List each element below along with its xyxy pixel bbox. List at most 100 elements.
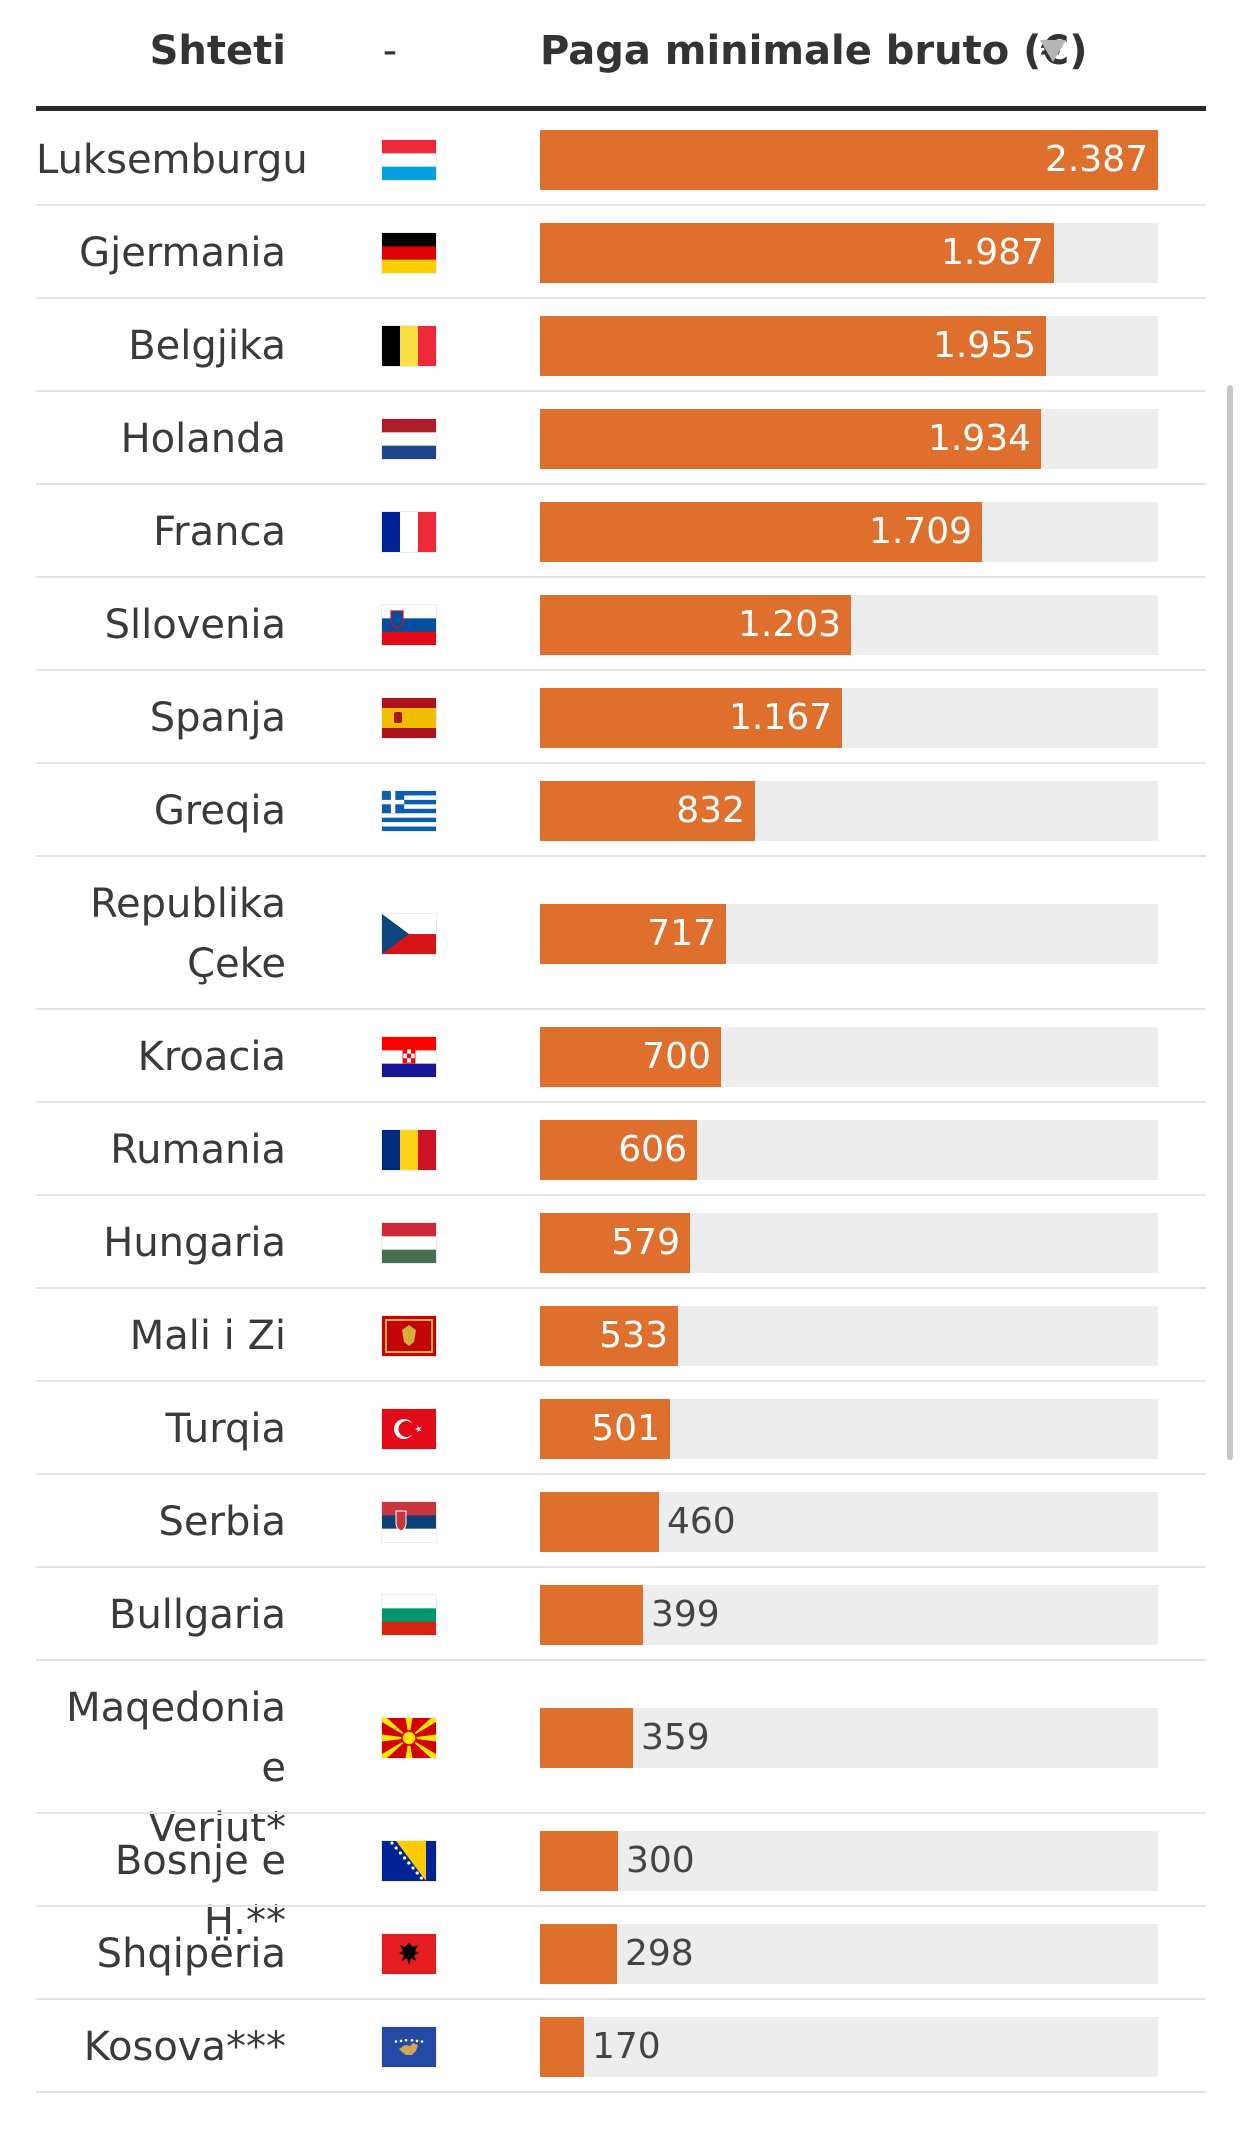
value-label: 1.167 — [728, 696, 832, 738]
wage-column-header[interactable]: Paga minimale bruto (€) — [540, 28, 1088, 74]
table-row: Gjermania 1.987 — [36, 206, 1206, 299]
country-label: Spanja — [149, 694, 286, 741]
bar-track: 700 — [540, 1026, 1158, 1087]
country-label-line: Çeke — [187, 940, 286, 987]
bar[interactable] — [540, 687, 842, 748]
country-label: Sllovenia — [104, 601, 286, 648]
table-row: Luksemburgu 2.387 — [36, 113, 1206, 206]
country-label-line: Republika — [90, 880, 286, 927]
value-label: 1.709 — [868, 510, 972, 552]
value-label: 606 — [618, 1128, 687, 1170]
table-row: Sllovenia 1.203 — [36, 578, 1206, 671]
bar[interactable] — [540, 903, 726, 964]
table-row: Republika Çeke 717 — [36, 857, 1206, 1010]
table-row: Hungaria 579 — [36, 1196, 1206, 1289]
bar-track: 2.387 — [540, 129, 1158, 190]
country-label: Luksemburgu — [36, 136, 308, 183]
sort-down-icon[interactable] — [1040, 40, 1066, 62]
germany-flag-icon — [382, 232, 436, 273]
table-row: Mali i Zi 533 — [36, 1289, 1206, 1382]
bar-track: 1.203 — [540, 594, 1158, 655]
croatia-flag-icon — [382, 1036, 436, 1077]
country-label: Greqia — [153, 787, 286, 834]
table-row: Greqia 832 — [36, 764, 1206, 857]
value-label: 832 — [676, 789, 745, 831]
row-separator — [36, 2091, 1206, 2093]
bar[interactable] — [540, 315, 1046, 376]
value-label: 579 — [611, 1221, 680, 1263]
value-label: 460 — [667, 1500, 736, 1542]
france-flag-icon — [382, 511, 436, 552]
bar[interactable] — [540, 129, 1158, 190]
table-row: Franca 1.709 — [36, 485, 1206, 578]
bar[interactable] — [540, 1923, 617, 1984]
country-label: Mali i Zi — [129, 1312, 286, 1359]
country-column-header[interactable]: Shteti — [149, 28, 286, 74]
value-label: 717 — [647, 912, 716, 954]
serbia-flag-icon — [382, 1501, 436, 1542]
flag-column-header[interactable]: - — [382, 28, 398, 74]
bar-track: 399 — [540, 1584, 1158, 1645]
bar[interactable] — [540, 222, 1054, 283]
bar-track: 832 — [540, 780, 1158, 841]
table-row: Bosnje e H.** 300 — [36, 1814, 1206, 1944]
bar[interactable] — [540, 1491, 659, 1552]
table-row: Bullgaria 399 — [36, 1568, 1206, 1661]
bar[interactable] — [540, 780, 755, 841]
bar-track: 359 — [540, 1707, 1158, 1768]
value-label: 700 — [642, 1035, 711, 1077]
kosovo-flag-icon — [382, 2026, 436, 2067]
table-row: Shqipëria 298 — [36, 1907, 1206, 2000]
bar-track: 1.934 — [540, 408, 1158, 469]
bar[interactable] — [540, 1119, 697, 1180]
row-separator — [36, 1101, 1206, 1103]
bar[interactable] — [540, 408, 1041, 469]
luxembourg-flag-icon — [382, 139, 436, 180]
bar[interactable] — [540, 1026, 721, 1087]
bulgaria-flag-icon — [382, 1594, 436, 1635]
albania-flag-icon — [382, 1933, 436, 1974]
row-separator — [36, 762, 1206, 764]
value-label: 298 — [625, 1932, 694, 1974]
bar-track: 717 — [540, 903, 1158, 964]
row-separator — [36, 576, 1206, 578]
bar-track: 1.955 — [540, 315, 1158, 376]
value-label: 1.203 — [737, 603, 841, 645]
bar[interactable] — [540, 594, 851, 655]
north-macedonia-flag-icon — [382, 1717, 436, 1758]
table-row: Belgjika 1.955 — [36, 299, 1206, 392]
bar[interactable] — [540, 1830, 618, 1891]
bar-track: 533 — [540, 1305, 1158, 1366]
bar[interactable] — [540, 501, 982, 562]
bar-track: 1.987 — [540, 222, 1158, 283]
row-separator — [36, 1812, 1206, 1814]
netherlands-flag-icon — [382, 418, 436, 459]
row-separator — [36, 1380, 1206, 1382]
table-row: Rumania 606 — [36, 1103, 1206, 1196]
table-row: Serbia 460 — [36, 1475, 1206, 1568]
scrollbar[interactable] — [1227, 385, 1233, 1460]
spain-flag-icon — [382, 697, 436, 738]
row-separator — [36, 1008, 1206, 1010]
value-label: 170 — [592, 2025, 661, 2067]
bar[interactable] — [540, 1398, 670, 1459]
turkey-flag-icon — [382, 1408, 436, 1449]
bosnia-flag-icon — [382, 1840, 436, 1881]
bar-track: 460 — [540, 1491, 1158, 1552]
bar[interactable] — [540, 2016, 584, 2077]
bar-track: 1.167 — [540, 687, 1158, 748]
value-label: 300 — [626, 1839, 695, 1881]
value-label: 501 — [591, 1407, 660, 1449]
country-label: Shqipëria — [96, 1930, 286, 1977]
header-rule — [36, 106, 1206, 111]
slovenia-flag-icon — [382, 604, 436, 645]
bar[interactable] — [540, 1305, 678, 1366]
bar[interactable] — [540, 1212, 690, 1273]
value-label: 533 — [599, 1314, 668, 1356]
bar[interactable] — [540, 1584, 643, 1645]
montenegro-flag-icon — [382, 1315, 436, 1356]
country-label: Turqia — [165, 1405, 286, 1452]
bar[interactable] — [540, 1707, 633, 1768]
bar-track: 1.709 — [540, 501, 1158, 562]
